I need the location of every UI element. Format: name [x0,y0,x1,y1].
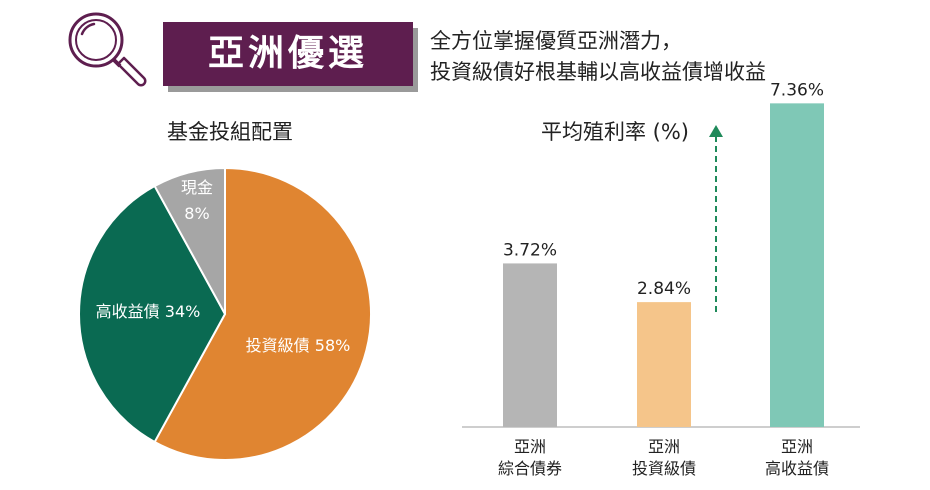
bar-asia-composite-bond [503,263,557,427]
bar-category-label-asia-investment-grade-line2: 投資級債 [632,459,696,478]
pie-slice-high-yield [78,184,227,444]
title-badge: 亞洲優選 [163,22,418,92]
title-badge-text: 亞洲優選 [207,33,368,74]
search-icon [68,12,147,87]
pie-slice-cash [153,166,226,315]
increase-arrow-head [709,125,723,137]
bar-value-label-asia-high-yield: 7.36% [770,80,824,100]
pie-label-cash-value: 8% [184,204,209,223]
pie-label-investment-grade: 投資級債 58% [246,336,351,355]
bar-chart-title: 平均殖利率 (%) [540,120,689,144]
bar-category-label-asia-investment-grade-line1: 亞洲 [648,437,680,456]
bar-category-label-asia-composite-bond-line2: 綜合債券 [498,459,562,478]
subtitle: 全方位掌握優質亞洲潛力， 投資級債好根基輔以高收益債增收益 [430,26,766,88]
bar-asia-high-yield [770,103,824,427]
pie-slice-investment-grade [153,166,372,461]
pie-label-cash-name: 現金 [181,178,213,197]
bar-category-label-asia-high-yield-line1: 亞洲 [781,437,813,456]
pie-label-high-yield: 高收益債 34% [96,302,201,321]
pie-chart-title: 基金投組配置 [167,120,293,144]
bar-category-label-asia-composite-bond-line1: 亞洲 [514,437,546,456]
subtitle-line-1: 全方位掌握優質亞洲潛力， [430,29,682,53]
bar-value-label-asia-composite-bond: 3.72% [503,240,557,260]
bar-category-label-asia-high-yield-line2: 高收益債 [765,459,829,478]
bar-value-label-asia-investment-grade: 2.84% [637,279,691,299]
bar-asia-investment-grade [637,302,691,427]
subtitle-line-2: 投資級債好根基輔以高收益債增收益 [430,60,766,84]
title-badge-background [163,22,413,86]
